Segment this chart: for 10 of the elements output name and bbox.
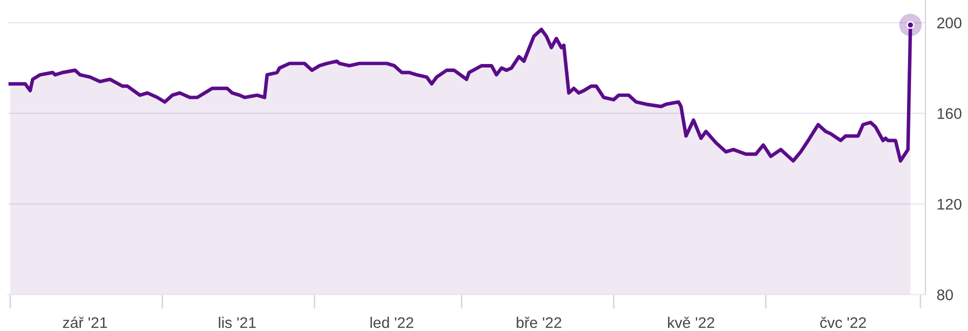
x-tick-label: led '22 bbox=[370, 316, 414, 328]
x-tick-label: zář '21 bbox=[62, 316, 107, 328]
y-tick-label: 160 bbox=[938, 108, 962, 119]
x-tick-label: bře '22 bbox=[516, 316, 562, 328]
y-tick-label: 120 bbox=[938, 198, 962, 210]
x-tick-label: čvc '22 bbox=[820, 316, 866, 328]
y-tick-label: 80 bbox=[937, 289, 953, 300]
y-tick-label: 200 bbox=[937, 18, 962, 28]
x-tick-label: lis '21 bbox=[218, 316, 256, 328]
x-tick-label: kvě '22 bbox=[668, 316, 714, 328]
